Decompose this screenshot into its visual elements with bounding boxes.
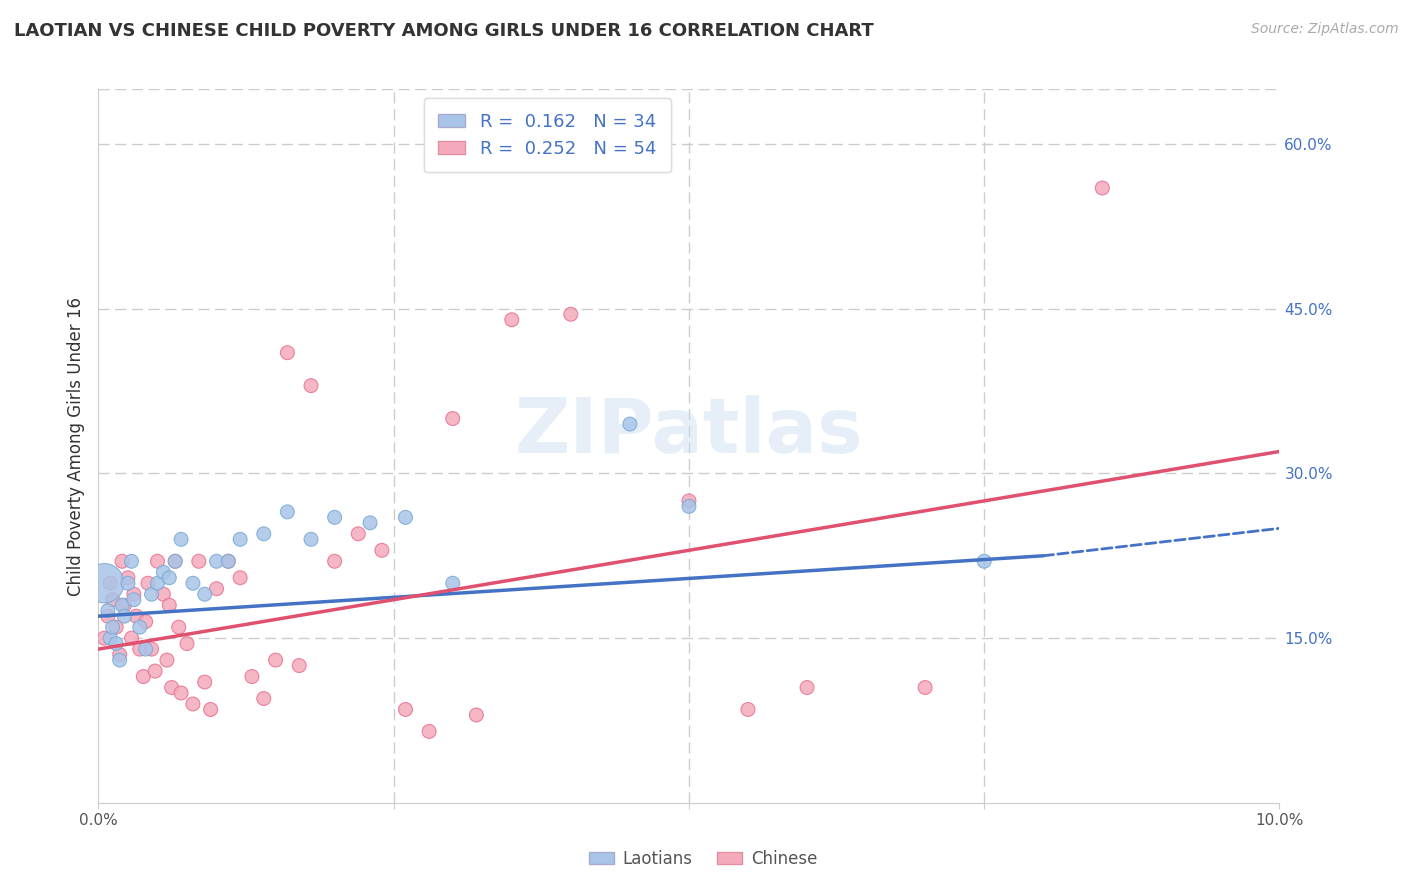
Point — [276, 505, 298, 519]
Point — [200, 702, 222, 716]
Point — [156, 653, 179, 667]
Point — [165, 554, 187, 568]
Point — [122, 587, 145, 601]
Point — [194, 675, 217, 690]
Point — [117, 576, 139, 591]
Point — [323, 554, 346, 568]
Point — [170, 686, 193, 700]
Point — [678, 500, 700, 514]
Point — [240, 669, 263, 683]
Point — [111, 554, 134, 568]
Point — [323, 510, 346, 524]
Point — [146, 576, 169, 591]
Point — [135, 642, 157, 657]
Point — [93, 631, 115, 645]
Point — [253, 526, 276, 541]
Point — [441, 411, 464, 425]
Point — [441, 576, 464, 591]
Point — [112, 609, 135, 624]
Point — [217, 554, 239, 568]
Point — [165, 554, 187, 568]
Point — [347, 526, 370, 541]
Point — [371, 543, 394, 558]
Point — [98, 631, 121, 645]
Point — [117, 571, 139, 585]
Point — [93, 576, 115, 591]
Point — [229, 533, 252, 547]
Text: LAOTIAN VS CHINESE CHILD POVERTY AMONG GIRLS UNDER 16 CORRELATION CHART: LAOTIAN VS CHINESE CHILD POVERTY AMONG G… — [14, 22, 873, 40]
Point — [101, 620, 124, 634]
Point — [288, 658, 311, 673]
Point — [299, 378, 322, 392]
Point — [152, 566, 174, 580]
Point — [187, 554, 209, 568]
Point — [97, 604, 120, 618]
Point — [229, 571, 252, 585]
Point — [914, 681, 936, 695]
Point — [108, 648, 131, 662]
Point — [152, 587, 174, 601]
Point — [253, 691, 276, 706]
Point — [501, 312, 523, 326]
Point — [205, 554, 228, 568]
Point — [157, 598, 180, 612]
Point — [112, 598, 135, 612]
Point — [181, 697, 204, 711]
Point — [796, 681, 818, 695]
Point — [101, 592, 124, 607]
Point — [121, 554, 143, 568]
Point — [143, 664, 166, 678]
Point — [136, 576, 159, 591]
Point — [170, 533, 193, 547]
Point — [160, 681, 183, 695]
Point — [264, 653, 287, 667]
Point — [132, 669, 155, 683]
Point — [176, 637, 198, 651]
Point — [359, 516, 381, 530]
Point — [194, 587, 217, 601]
Point — [973, 554, 995, 568]
Point — [98, 576, 121, 591]
Point — [678, 494, 700, 508]
Point — [276, 345, 298, 359]
Point — [141, 587, 163, 601]
Point — [465, 708, 488, 723]
Point — [1091, 181, 1114, 195]
Point — [394, 702, 416, 716]
Point — [217, 554, 239, 568]
Y-axis label: Child Poverty Among Girls Under 16: Child Poverty Among Girls Under 16 — [66, 296, 84, 596]
Point — [619, 417, 641, 431]
Point — [560, 307, 582, 321]
Point — [108, 653, 131, 667]
Point — [128, 642, 150, 657]
Text: ZIPatlas: ZIPatlas — [515, 395, 863, 468]
Point — [105, 620, 128, 634]
Point — [299, 533, 322, 547]
Point — [128, 620, 150, 634]
Legend: Laotians, Chinese: Laotians, Chinese — [582, 844, 824, 875]
Point — [105, 637, 128, 651]
Point — [135, 615, 157, 629]
Point — [394, 510, 416, 524]
Point — [121, 631, 143, 645]
Point — [205, 582, 228, 596]
Point — [181, 576, 204, 591]
Point — [146, 554, 169, 568]
Point — [167, 620, 190, 634]
Point — [125, 609, 148, 624]
Point — [141, 642, 163, 657]
Legend: R =  0.162   N = 34, R =  0.252   N = 54: R = 0.162 N = 34, R = 0.252 N = 54 — [423, 98, 671, 172]
Point — [97, 609, 120, 624]
Point — [418, 724, 440, 739]
Point — [157, 571, 180, 585]
Point — [737, 702, 759, 716]
Point — [111, 598, 134, 612]
Text: Source: ZipAtlas.com: Source: ZipAtlas.com — [1251, 22, 1399, 37]
Point — [122, 592, 145, 607]
